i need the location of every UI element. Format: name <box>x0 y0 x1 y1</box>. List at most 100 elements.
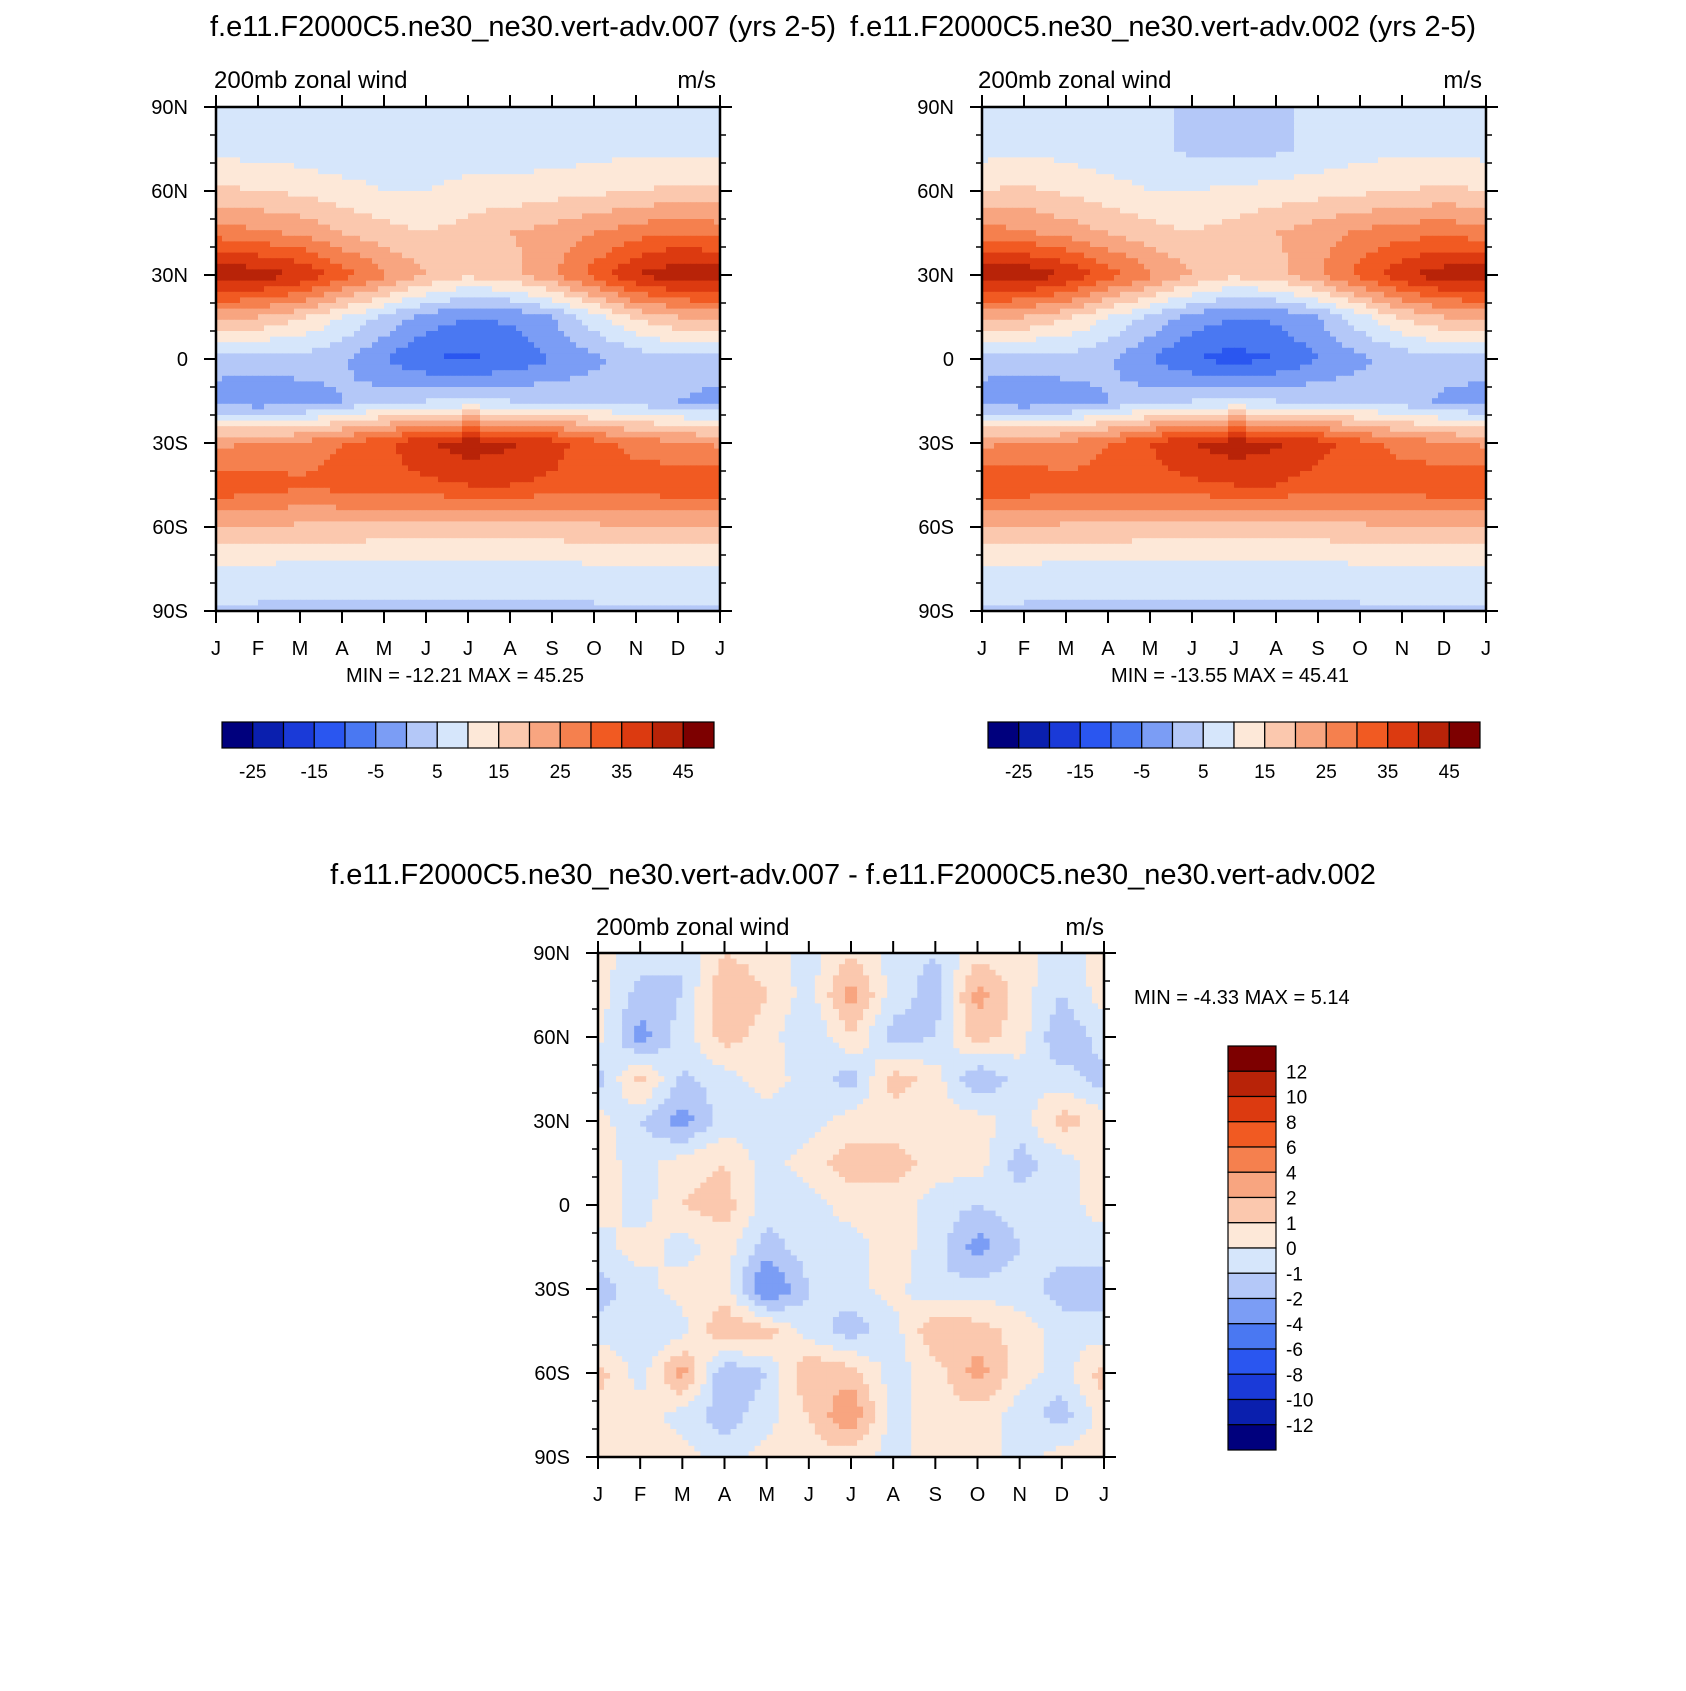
contour-cell <box>600 365 607 371</box>
contour-cell <box>336 381 343 387</box>
contour-cell <box>540 314 547 320</box>
contour-cell <box>504 426 511 432</box>
contour-cell <box>642 191 649 197</box>
contour-cell <box>402 376 409 382</box>
contour-cell <box>552 180 559 186</box>
contour-cell <box>492 381 499 387</box>
contour-cell <box>306 213 313 219</box>
contour-cell <box>396 348 403 354</box>
contour-cell <box>288 208 295 214</box>
contour-cell <box>588 146 595 152</box>
contour-cell <box>396 325 403 331</box>
contour-cell <box>402 118 409 124</box>
contour-cell <box>456 180 463 186</box>
contour-cell <box>282 230 289 236</box>
contour-cell <box>318 393 325 399</box>
contour-cell <box>516 415 523 421</box>
contour-cell <box>558 342 565 348</box>
contour-cell <box>540 219 547 225</box>
contour-cell <box>252 409 259 415</box>
contour-cell <box>600 253 607 259</box>
contour-cell <box>474 398 481 404</box>
contour-cell <box>570 292 577 298</box>
contour-cell <box>666 353 673 359</box>
contour-cell <box>324 118 331 124</box>
contour-cell <box>318 376 325 382</box>
contour-cell <box>264 409 271 415</box>
contour-cell <box>624 258 631 264</box>
contour-cell <box>294 157 301 163</box>
contour-cell <box>336 191 343 197</box>
contour-cell <box>636 359 643 365</box>
contour-cell <box>378 219 385 225</box>
contour-cell <box>492 292 499 298</box>
contour-cell <box>648 421 655 427</box>
contour-cell <box>426 208 433 214</box>
contour-cell <box>588 157 595 163</box>
contour-cell <box>264 387 271 393</box>
contour-cell <box>540 409 547 415</box>
contour-cell <box>366 337 373 343</box>
contour-cell <box>624 426 631 432</box>
contour-cell <box>522 157 529 163</box>
contour-cell <box>444 191 451 197</box>
contour-cell <box>588 141 595 147</box>
contour-cell <box>360 303 367 309</box>
contour-cell <box>570 197 577 203</box>
contour-cell <box>654 202 661 208</box>
contour-cell <box>534 370 541 376</box>
contour-cell <box>264 275 271 281</box>
contour-cell <box>606 135 613 141</box>
contour-cell <box>540 236 547 242</box>
contour-cell <box>528 241 535 247</box>
contour-cell <box>438 303 445 309</box>
contour-cell <box>342 348 349 354</box>
contour-cell <box>324 129 331 135</box>
contour-cell <box>444 387 451 393</box>
contour-cell <box>570 281 577 287</box>
contour-cell <box>354 370 361 376</box>
contour-cell <box>456 135 463 141</box>
contour-cell <box>558 432 565 438</box>
contour-cell <box>552 264 559 270</box>
contour-cell <box>324 381 331 387</box>
contour-cell <box>684 180 691 186</box>
contour-cell <box>486 359 493 365</box>
contour-cell <box>450 225 457 231</box>
contour-cell <box>372 180 379 186</box>
contour-cell <box>462 202 469 208</box>
contour-cell <box>282 241 289 247</box>
contour-cell <box>450 174 457 180</box>
contour-cell <box>672 213 679 219</box>
contour-cell <box>480 258 487 264</box>
contour-cell <box>606 409 613 415</box>
contour-cell <box>492 421 499 427</box>
contour-cell <box>432 264 439 270</box>
contour-cell <box>396 370 403 376</box>
contour-cell <box>414 365 421 371</box>
contour-cell <box>360 180 367 186</box>
contour-cell <box>288 409 295 415</box>
contour-cell <box>270 141 277 147</box>
contour-cell <box>480 376 487 382</box>
contour-cell <box>498 247 505 253</box>
contour-cell <box>486 247 493 253</box>
contour-cell <box>630 353 637 359</box>
contour-cell <box>288 146 295 152</box>
contour-cell <box>456 241 463 247</box>
contour-cell <box>594 292 601 298</box>
contour-cell <box>516 247 523 253</box>
contour-cell <box>474 286 481 292</box>
contour-cell <box>498 253 505 259</box>
contour-cell <box>264 202 271 208</box>
contour-cell <box>402 141 409 147</box>
contour-cell <box>384 398 391 404</box>
contour-cell <box>678 118 685 124</box>
contour-cell <box>270 135 277 141</box>
contour-cell <box>390 404 397 410</box>
contour-cell <box>366 163 373 169</box>
contour-cell <box>468 241 475 247</box>
contour-cell <box>594 185 601 191</box>
contour-cell <box>264 258 271 264</box>
contour-cell <box>678 370 685 376</box>
